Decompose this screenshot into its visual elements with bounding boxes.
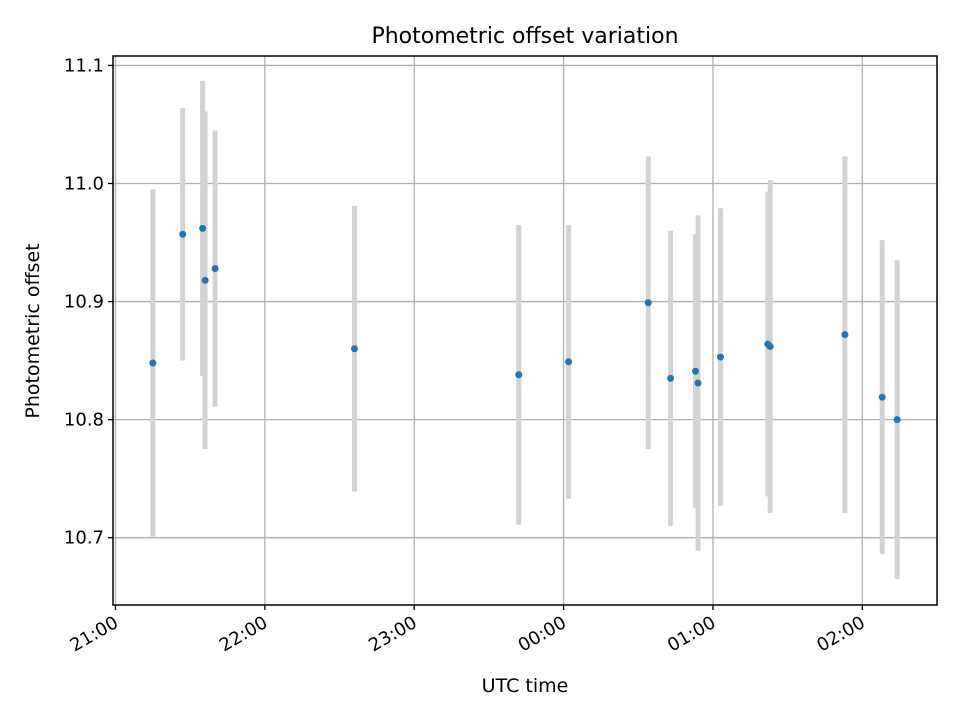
chart-title: Photometric offset variation xyxy=(371,24,678,49)
data-point xyxy=(694,379,702,387)
data-point xyxy=(350,345,358,353)
y-tick-label: 11.1 xyxy=(64,55,104,76)
x-tick-label: 00:00 xyxy=(515,612,570,656)
x-tick-label: 22:00 xyxy=(216,612,271,656)
y-tick-label: 11.0 xyxy=(64,174,104,195)
y-axis: 10.7 10.8 10.9 11.0 11.1 xyxy=(64,55,113,549)
data-point xyxy=(878,393,886,401)
data-point xyxy=(841,331,849,339)
data-point xyxy=(179,230,187,238)
y-tick-label: 10.9 xyxy=(64,292,104,313)
points-layer xyxy=(149,224,901,424)
y-tick-label: 10.8 xyxy=(64,410,104,431)
data-point xyxy=(716,353,724,361)
data-point xyxy=(211,265,219,273)
grid-layer xyxy=(113,56,937,605)
data-point xyxy=(766,342,774,350)
data-point xyxy=(644,299,652,307)
data-point xyxy=(893,416,901,424)
x-tick-label: 23:00 xyxy=(365,612,420,656)
data-point xyxy=(199,224,207,232)
x-axis-label: UTC time xyxy=(482,675,569,697)
data-point xyxy=(565,358,573,366)
y-tick-label: 10.7 xyxy=(64,528,104,549)
x-tick-label: 21:00 xyxy=(67,612,122,656)
x-axis: 21:00 22:00 23:00 00:00 01:00 02:00 xyxy=(67,605,869,656)
data-point xyxy=(201,276,209,284)
data-point xyxy=(149,359,157,367)
plot-frame xyxy=(112,55,938,606)
y-axis-label: Photometric offset xyxy=(22,243,44,418)
data-point xyxy=(515,371,523,379)
data-point xyxy=(667,374,675,382)
x-tick-label: 01:00 xyxy=(664,612,719,656)
data-point xyxy=(692,367,700,375)
x-tick-label: 02:00 xyxy=(813,612,868,656)
